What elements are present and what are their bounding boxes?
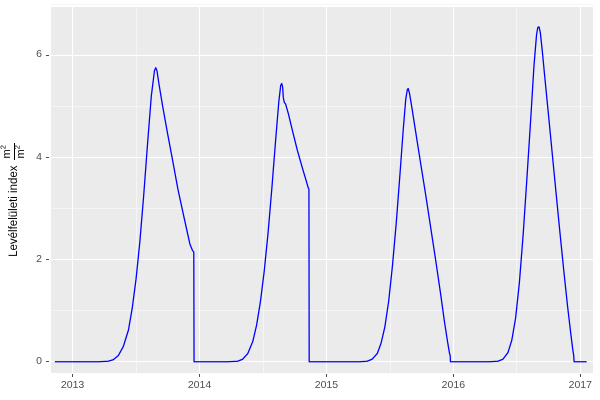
gridline-minor-y	[51, 208, 593, 210]
x-axis-tick-mark	[199, 374, 200, 377]
gridline-minor-y	[51, 310, 593, 312]
y-axis-tick-mark	[46, 259, 49, 261]
gridline-minor-y	[51, 106, 593, 107]
x-axis-tick-label: 2014	[187, 379, 212, 391]
x-axis-tick-mark	[452, 374, 454, 377]
series-line	[54, 26, 587, 363]
gridline-minor-y	[51, 4, 593, 5]
series-layer	[54, 26, 587, 363]
gridline-major-x	[325, 7, 327, 373]
y-axis-tick-label: 2	[36, 252, 42, 265]
gridline-minor-x	[516, 7, 518, 373]
gridline-major-x	[198, 7, 201, 373]
gridline-major-y	[51, 54, 593, 57]
plot-panel	[51, 4, 593, 373]
x-axis-tick-mark	[579, 374, 581, 377]
gridline-minor-x	[135, 7, 137, 373]
x-axis-tick-mark	[72, 374, 74, 377]
x-axis-tick-label: 2016	[441, 379, 466, 391]
gridline-major-x	[452, 7, 454, 373]
gridline-major-y	[51, 259, 593, 261]
y-axis-tick-mark	[46, 157, 49, 159]
y-axis-tick-label: 0	[36, 354, 42, 367]
gridline-minor-x	[389, 7, 391, 373]
y-axis-tick-label: 6	[36, 48, 42, 61]
y-axis-tick-label: 4	[36, 150, 42, 163]
x-axis-tick-mark	[325, 374, 327, 377]
y-axis-tick-mark	[46, 54, 49, 56]
y-axis-tick-mark	[46, 361, 49, 363]
gridline-minor-x	[262, 7, 264, 373]
gridline-major-y	[51, 157, 593, 159]
y-axis-title-text: Levélfelületi index	[8, 165, 20, 257]
x-axis-tick-label: 2015	[314, 379, 339, 391]
x-axis-tick-label: 2017	[568, 379, 592, 391]
gridline-major-x	[72, 7, 74, 373]
x-axis-tick-label: 2013	[60, 379, 85, 391]
gridline-major-x	[579, 7, 581, 373]
